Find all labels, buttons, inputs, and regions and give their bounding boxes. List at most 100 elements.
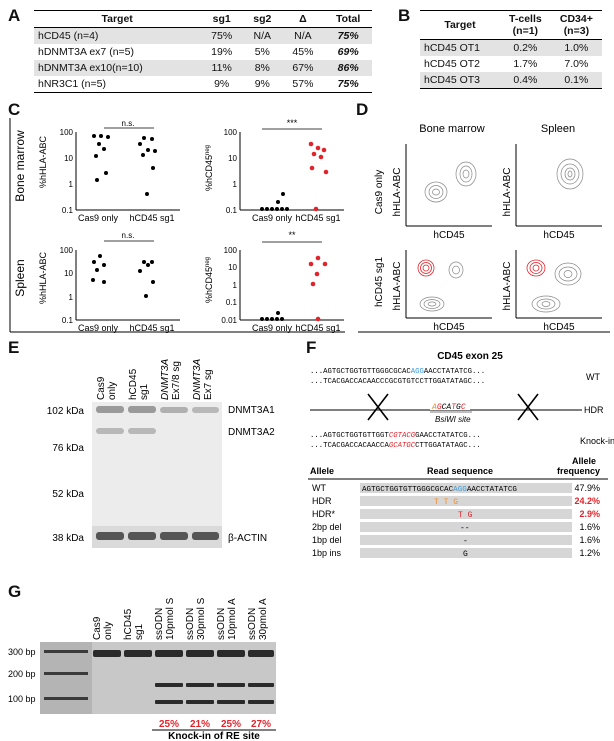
- data-point: [311, 151, 317, 157]
- y-axis-label: hHLA-ABC: [502, 262, 513, 311]
- table-a-target: hNR3C1 (n=5): [34, 76, 201, 93]
- band: [96, 428, 124, 434]
- allele-name: 1bp ins: [312, 548, 342, 558]
- marker-label: 102 kDa: [47, 406, 85, 417]
- data-point: [153, 149, 157, 153]
- allele-name: HDR*: [312, 509, 335, 519]
- table-a-target: hDNMT3A ex10(n=10): [34, 60, 201, 76]
- data-point: [141, 153, 145, 157]
- data-point: [310, 281, 316, 287]
- table-b-cd34: 7.0%: [564, 58, 589, 70]
- table-b-cd34: 0.1%: [550, 72, 602, 89]
- ladder-bands: [44, 650, 88, 700]
- band: [248, 683, 274, 687]
- table-b-header-tcells: T-cells (n=1): [499, 10, 551, 40]
- y-axis-label: %hCD45neg: [204, 145, 214, 191]
- data-point: [144, 294, 148, 298]
- table-header-freq2: frequency: [557, 466, 600, 476]
- table-header-allele: Allele: [310, 466, 334, 476]
- x-label-cas9-only: Cas9 only: [252, 213, 293, 223]
- restriction-site-label: BsiWI site: [435, 415, 471, 424]
- x-axis-label: hCD45: [543, 230, 575, 241]
- sequence-variant: --: [460, 524, 470, 533]
- table-a-sg2: 9%: [243, 76, 282, 93]
- panel-e-western-blot: Cas9only hCD45sg1 DNMT3AEx7/8 sg DNMT3AE…: [47, 359, 275, 548]
- table-a: Target sg1 sg2 Δ Total hCD45 (n=4) 75% N…: [34, 10, 372, 93]
- x-axis-label: hCD45: [433, 322, 465, 333]
- allele-frequency: 24.2%: [574, 496, 600, 506]
- allele-name: 1bp del: [312, 535, 342, 545]
- data-point: [142, 260, 146, 264]
- significance-label: **: [288, 230, 296, 240]
- allele-frequency: 2.9%: [579, 509, 600, 519]
- data-point: [276, 200, 280, 204]
- data-point: [315, 316, 321, 322]
- x-label-hcd45-sg1: hCD45 sg1: [295, 323, 340, 333]
- allele-frequency: 47.9%: [574, 483, 600, 493]
- tick-label: 0.1: [62, 206, 74, 215]
- data-point: [285, 207, 289, 211]
- marker-label: 52 kDa: [52, 489, 84, 500]
- knock-in-percent: 27%: [251, 719, 271, 730]
- table-a-target: hDNMT3A ex7 (n=5): [38, 46, 134, 58]
- table-a-delta: 45%: [292, 46, 314, 58]
- data-point: [102, 280, 106, 284]
- table-b-tcells: 0.2%: [499, 39, 551, 56]
- table-b-target: hCD45 OT3: [420, 72, 500, 89]
- band: [93, 650, 121, 657]
- marker-label: 100 bp: [8, 694, 36, 704]
- data-point: [321, 147, 327, 153]
- sequence-variant: G: [463, 550, 468, 559]
- tick-label: 10: [228, 154, 237, 163]
- table-b-target: hCD45 OT2: [424, 58, 481, 70]
- data-point: [104, 171, 108, 175]
- table-a-sg1: 9%: [200, 76, 244, 93]
- band: [128, 532, 156, 540]
- table-a-sg1: 11%: [200, 60, 244, 76]
- data-point: [151, 166, 155, 170]
- table-b-target: hCD45 OT1: [420, 39, 500, 56]
- tick-label: 0.1: [226, 298, 238, 307]
- data-point: [151, 280, 155, 284]
- data-point: [280, 317, 284, 321]
- knock-in-percent: 25%: [221, 719, 241, 730]
- data-point: [322, 261, 328, 267]
- knock-in-label: Knock-in: [580, 436, 614, 446]
- data-point: [106, 135, 110, 139]
- table-row: hCD45 OT1 0.2% 1.0%: [420, 39, 602, 56]
- band-label: DNMT3A1: [228, 405, 275, 416]
- table-b-header-cd34: CD34+ (n=3): [550, 10, 602, 40]
- allele-frequency: 1.6%: [579, 535, 600, 545]
- x-label-cas9-only: Cas9 only: [252, 323, 293, 333]
- read-bar: [360, 535, 572, 545]
- data-point: [276, 311, 280, 315]
- data-point: [102, 263, 106, 267]
- lane-label: hCD45sg1: [123, 608, 145, 640]
- data-point: [92, 134, 96, 138]
- data-point: [270, 317, 274, 321]
- band: [160, 407, 188, 413]
- data-point: [275, 207, 279, 211]
- x-label-cas9-only: Cas9 only: [78, 213, 119, 223]
- lane-label: ssODN30pmol A: [247, 598, 269, 640]
- col-label-spleen: Spleen: [541, 123, 575, 135]
- data-point: [142, 136, 146, 140]
- table-a-header-total: Total: [324, 10, 372, 28]
- tick-label: 10: [64, 269, 73, 278]
- table-a-sg2: 5%: [254, 46, 270, 58]
- table-a-delta: 57%: [281, 76, 325, 93]
- band: [217, 700, 245, 704]
- allele-name: WT: [312, 483, 326, 493]
- data-point: [138, 142, 142, 146]
- lane-label: ssODN30pmol S: [185, 597, 207, 640]
- data-point: [318, 154, 324, 160]
- table-b: Target T-cells (n=1) CD34+ (n=3) hCD45 OT1…: [420, 10, 602, 89]
- allele-name: 2bp del: [312, 522, 342, 532]
- table-a-delta: 67%: [281, 60, 325, 76]
- data-point: [308, 261, 314, 267]
- table-a-header-sg2: sg2: [243, 10, 282, 28]
- panel-label-e: E: [8, 338, 20, 357]
- table-row: hNR3C1 (n=5) 9% 9% 57% 75%: [34, 76, 372, 93]
- band: [155, 700, 183, 704]
- table-a-sg2: N/A: [243, 27, 282, 44]
